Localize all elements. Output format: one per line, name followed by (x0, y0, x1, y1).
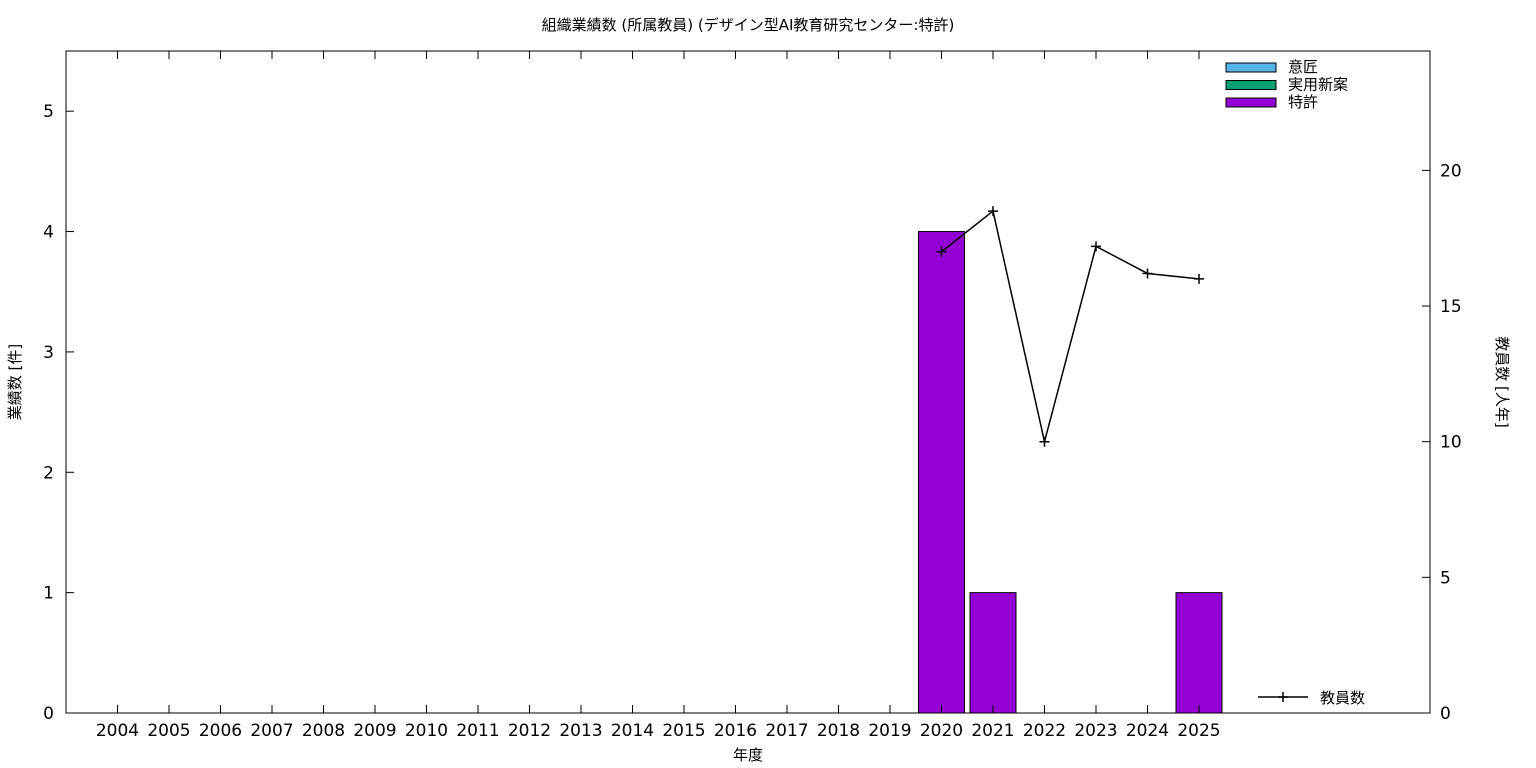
legend-swatch (1225, 80, 1277, 90)
line-point (1142, 268, 1153, 279)
bar (918, 231, 965, 714)
x-tick-label: 2014 (611, 721, 654, 741)
x-tick-label: 2004 (96, 721, 139, 741)
legend-label: 特許 (1288, 93, 1318, 111)
y-tick-label: 5 (43, 102, 54, 122)
line-point (1091, 241, 1101, 252)
x-tick-label: 2015 (662, 721, 705, 741)
x-tick-label: 2017 (765, 721, 808, 741)
bar (1175, 592, 1223, 714)
legend-label: 意匠 (1288, 58, 1318, 76)
x-tick-label: 2016 (714, 721, 757, 741)
y-axis-right: 0 5 10 15 20 (1422, 161, 1462, 724)
y-tick-label: 2 (43, 463, 54, 483)
x-tick-label: 2023 (1074, 721, 1117, 741)
x-tick-label: 2020 (920, 721, 963, 741)
x-tick-label: 2013 (559, 721, 602, 741)
x-tick-label: 2025 (1177, 721, 1220, 741)
y-tick-label: 0 (43, 704, 54, 724)
x-tick-label: 2019 (868, 721, 911, 741)
x-axis-label: 年度 (733, 746, 763, 764)
y2-axis-label: 教員数 [人年] (1493, 336, 1511, 427)
x-tick-label: 2005 (147, 721, 190, 741)
line-layer (936, 206, 1204, 447)
x-tick-label: 2021 (971, 721, 1014, 741)
chart-title: 組織業績数 (所属教員) (デザイン型AI教育研究センター:特許) (542, 16, 955, 34)
x-tick-label: 2007 (250, 721, 293, 741)
plot-frame (65, 50, 1431, 714)
line-point (1039, 436, 1050, 447)
y2-tick-label: 10 (1440, 433, 1462, 453)
legend-swatch (1225, 62, 1277, 73)
x-tick-label: 2011 (456, 721, 499, 741)
y-axis-label: 業績数 [件] (6, 344, 24, 420)
y2-tick-label: 20 (1440, 161, 1462, 181)
line-point (936, 246, 947, 257)
bars-layer (918, 231, 1223, 714)
y2-tick-label: 5 (1440, 568, 1451, 588)
legend-swatch (1225, 97, 1277, 108)
legend-label: 実用新案 (1288, 76, 1348, 94)
y-tick-label: 4 (43, 223, 54, 243)
x-tick-label: 2022 (1023, 721, 1066, 741)
x-tick-label: 2010 (405, 721, 448, 741)
y2-tick-label: 0 (1440, 704, 1451, 724)
x-tick-label: 2008 (302, 721, 345, 741)
x-tick-label: 2018 (817, 721, 860, 741)
legend-line-marker (1278, 692, 1288, 702)
line-point (1194, 273, 1204, 284)
x-tick-label: 2024 (1126, 721, 1169, 741)
x-axis: 2004 2005 2006 2007 2008 2009 2010 2011 2012 2013… (96, 51, 1221, 741)
x-tick-label: 2012 (508, 721, 551, 741)
x-tick-label: 2006 (199, 721, 242, 741)
y-tick-label: 3 (43, 343, 54, 363)
line-series (941, 209, 1200, 442)
legend-line-label: 教員数 (1320, 689, 1365, 707)
y2-tick-label: 15 (1440, 297, 1462, 317)
y-tick-label: 1 (43, 584, 54, 604)
y-axis-left: 0 1 2 3 4 5 (43, 102, 74, 724)
x-tick-label: 2009 (353, 721, 396, 741)
line-point (988, 206, 998, 217)
bar (969, 592, 1017, 714)
